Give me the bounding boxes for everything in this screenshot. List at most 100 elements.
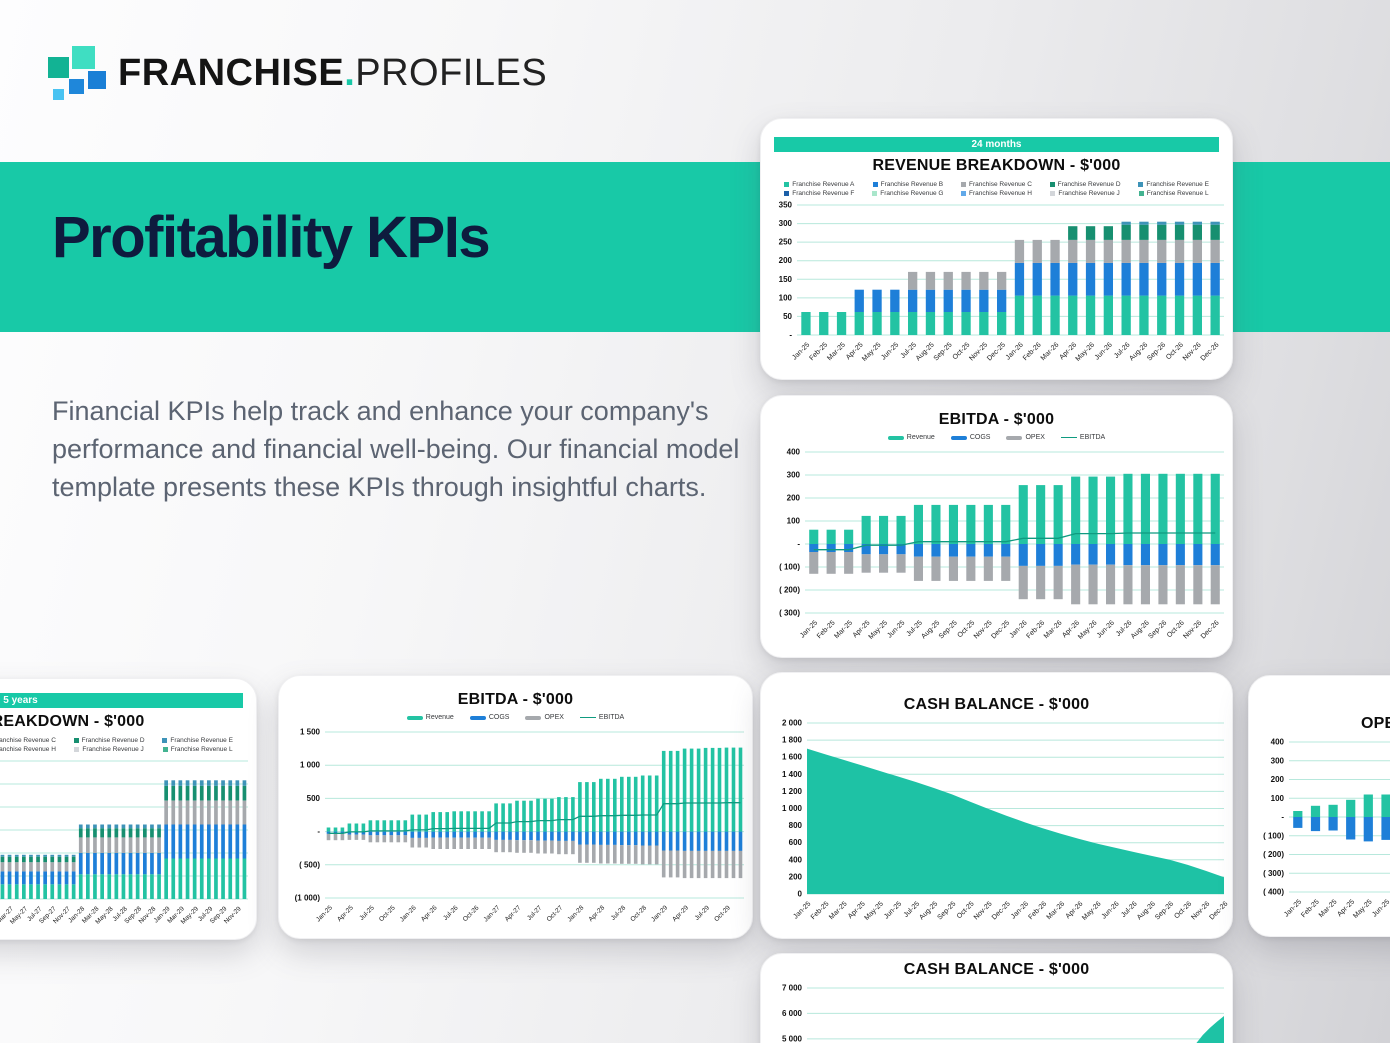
legend-item: Franchise Revenue A <box>775 181 864 188</box>
svg-text:Jun-26: Jun-26 <box>1094 341 1114 361</box>
svg-text:Apr-26: Apr-26 <box>420 904 439 923</box>
svg-text:Jan-26: Jan-26 <box>399 904 418 923</box>
legend-marker <box>579 716 596 719</box>
brand-logo-icon <box>46 42 112 104</box>
legend-marker <box>784 191 790 196</box>
svg-text:Jul-29: Jul-29 <box>694 904 712 922</box>
svg-text:Feb-26: Feb-26 <box>1025 619 1046 640</box>
legend-marker <box>1138 191 1144 196</box>
chart-title: EBITDA - $'000 <box>938 411 1055 428</box>
legend-label: Franchise Revenue D <box>1057 181 1121 188</box>
svg-text:Sep-26: Sep-26 <box>1154 900 1175 921</box>
legend-label: Franchise Revenue E <box>1146 181 1209 188</box>
legend-label: Franchise Revenue H <box>969 190 1032 197</box>
svg-text:Jul-25: Jul-25 <box>358 904 376 922</box>
chart-title: OPE <box>1361 715 1390 732</box>
svg-text:-: - <box>1281 813 1284 822</box>
svg-text:200: 200 <box>1271 775 1285 784</box>
legend-marker <box>1050 191 1056 196</box>
svg-text:Feb-25: Feb-25 <box>808 341 829 362</box>
legend-label: Franchise Revenue A <box>792 181 855 188</box>
legend-label: Franchise Revenue L <box>170 746 233 753</box>
intro-text: Financial KPIs help track and enhance yo… <box>52 396 740 502</box>
svg-text:Jan-26: Jan-26 <box>1005 341 1025 361</box>
svg-text:400: 400 <box>789 855 803 864</box>
logo-square-blue-small <box>53 89 64 100</box>
period-badge: 5 years <box>0 693 243 708</box>
svg-text:Jan-26: Jan-26 <box>1010 900 1030 920</box>
legend-item: Franchise Revenue H <box>952 190 1041 197</box>
svg-text:Jun-25: Jun-25 <box>886 619 906 639</box>
brand-name-light: PROFILES <box>355 52 548 94</box>
logo-square-teal-dark <box>48 57 69 78</box>
svg-text:Jun-25: Jun-25 <box>880 341 900 361</box>
legend-label: COGS <box>969 434 991 441</box>
card-ebitda-24m: EBITDA - $'000 Revenue COGS OPEX EBITDA 400 30… <box>760 395 1233 658</box>
legend-marker <box>872 182 878 187</box>
svg-text:Nov-26: Nov-26 <box>1182 619 1203 640</box>
svg-text:200: 200 <box>787 494 801 503</box>
svg-text:Jan-25: Jan-25 <box>792 900 812 920</box>
svg-text:Nov-25: Nov-25 <box>973 619 994 640</box>
chart-title: CASH BALANCE - $'000 <box>903 696 1090 713</box>
svg-text:Aug-26: Aug-26 <box>1136 900 1157 921</box>
logo-square-teal-light <box>72 46 95 69</box>
chart-title: REVENUE BREAKDOWN - $'000 <box>872 157 1121 174</box>
svg-text:May-26: May-26 <box>1081 900 1103 922</box>
legend-label: Franchise Revenue F <box>792 190 855 197</box>
svg-text:1 000: 1 000 <box>300 761 321 770</box>
svg-text:Jul-28: Jul-28 <box>610 904 628 922</box>
svg-text:Sep-26: Sep-26 <box>1146 341 1167 362</box>
svg-text:Mar-26: Mar-26 <box>1046 900 1067 921</box>
card-revenue-breakdown-5y: 5 years REVENUE BREAKDOWN - $'000 Franchis… <box>0 678 257 940</box>
chart-title: REVENUE BREAKDOWN - $'000 <box>0 713 145 730</box>
svg-text:( 300): ( 300) <box>1263 869 1284 878</box>
svg-text:Aug-26: Aug-26 <box>1128 341 1149 362</box>
card-ebitda-5y: EBITDA - $'000 Revenue COGS OPEX EBITDA 1 500… <box>278 675 753 939</box>
legend-marker <box>525 715 542 720</box>
card-cash-balance-24m: CASH BALANCE - $'000 2 000 1 800 1 600 1 400… <box>760 672 1233 939</box>
svg-text:Sep-26: Sep-26 <box>1147 619 1168 640</box>
legend-label: Franchise Revenue J <box>82 746 144 753</box>
legend-item: EBITDA <box>1060 434 1105 441</box>
svg-text:200: 200 <box>779 256 793 265</box>
legend-item: Franchise Revenue J <box>65 746 154 753</box>
chart-canvas: 2 000 1 800 1 600 1 400 1 200 1 000 800 600 400 2… <box>782 719 1230 922</box>
legend-item: EBITDA <box>579 714 624 721</box>
svg-text:Feb-25: Feb-25 <box>1300 898 1321 919</box>
legend-marker <box>961 182 967 187</box>
legend-label: Franchise Revenue L <box>1146 190 1209 197</box>
brand-dot: . <box>344 52 356 94</box>
legend-label: Revenue <box>425 714 454 721</box>
legend-marker <box>162 738 168 743</box>
svg-text:Jan-25: Jan-25 <box>791 341 811 361</box>
svg-text:500: 500 <box>307 794 321 803</box>
svg-text:Jan-27: Jan-27 <box>483 904 502 923</box>
svg-text:-: - <box>317 827 320 836</box>
legend-item: Franchise Revenue J <box>1041 190 1130 197</box>
chart-legend: Revenue COGS OPEX EBITDA <box>761 432 1232 446</box>
legend-item: Franchise Revenue F <box>775 190 864 197</box>
svg-text:400: 400 <box>1271 738 1285 747</box>
legend-label: OPEX <box>544 714 564 721</box>
chart-ebitda-24m: EBITDA - $'000 Revenue COGS OPEX EBITDA 400 30… <box>761 396 1232 657</box>
svg-text:Apr-27: Apr-27 <box>504 904 523 923</box>
legend-label: Franchise Revenue G <box>880 190 944 197</box>
legend-marker <box>73 738 79 743</box>
svg-text:2 000: 2 000 <box>782 719 803 728</box>
legend-marker <box>74 747 80 752</box>
legend-label: Franchise Revenue C <box>969 181 1032 188</box>
svg-text:Jun-26: Jun-26 <box>1096 619 1116 639</box>
legend-item: OPEX <box>525 714 564 721</box>
svg-text:Mar-25: Mar-25 <box>833 619 854 640</box>
svg-text:600: 600 <box>789 838 803 847</box>
svg-text:May-26: May-26 <box>1075 341 1097 363</box>
card-operating-chart: OPE 400 300 200 100 - ( 100) ( 200) ( 300) ( 400)… <box>1248 675 1390 937</box>
legend-label: Franchise Revenue E <box>170 737 233 744</box>
svg-text:250: 250 <box>779 238 793 247</box>
svg-text:1 500: 1 500 <box>300 728 321 737</box>
svg-text:Mar-25: Mar-25 <box>828 900 849 921</box>
